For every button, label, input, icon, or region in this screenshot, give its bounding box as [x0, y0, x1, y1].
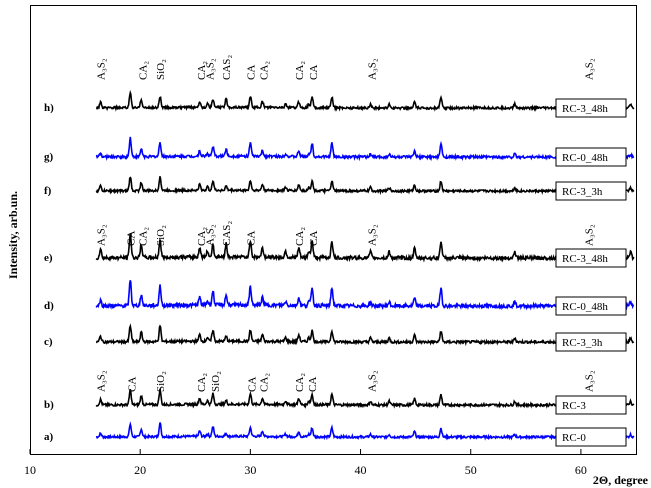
xrd-pattern-b	[95, 388, 635, 409]
x-tick-label: 40	[355, 463, 367, 477]
peak-label: A₃S₂	[205, 58, 217, 80]
peak-label: SiO₂	[210, 371, 222, 392]
plot-frame	[30, 5, 637, 455]
series-letter: f)	[44, 185, 52, 197]
series-letter: b)	[44, 399, 54, 411]
sample-name-box	[555, 248, 627, 268]
sample-name-box	[555, 296, 627, 316]
sample-name-box-layer: RC-0 RC-3 RC-3_3h RC-0_48h RC-3_48h RC-3_3h RC…	[555, 98, 627, 447]
series-letter: d)	[44, 300, 54, 312]
sample-name-label: RC-0_48h	[562, 301, 608, 313]
peak-label: CAS₂	[221, 221, 233, 246]
peak-label: SiO₂	[155, 371, 167, 392]
peak-label: A₃S₂	[96, 58, 108, 80]
sample-name-box	[555, 427, 627, 447]
x-tick-label: 60	[575, 463, 587, 477]
series-letter: h)	[44, 102, 54, 114]
x-axis-title: 2Θ, degree	[593, 473, 649, 487]
xrd-pattern-c	[95, 323, 635, 347]
peak-label: CAS₂	[221, 55, 233, 80]
sample-name-box	[555, 181, 627, 201]
peak-label: A₃S₂	[584, 58, 596, 80]
peak-label: CA₂	[294, 61, 306, 80]
xrd-pattern-g	[95, 136, 635, 162]
peak-label: CA₂	[259, 61, 271, 80]
peak-label: A₃S₂	[584, 370, 596, 392]
series-letter: g)	[44, 151, 54, 163]
peak-label: CA	[308, 65, 320, 80]
x-tick-label: 20	[134, 463, 146, 477]
sample-name-label: RC-0	[562, 432, 586, 444]
peak-label: CA₂	[137, 227, 149, 246]
y-axis-title: Intensity, arb.un.	[6, 191, 20, 279]
xrd-pattern-d	[95, 280, 635, 311]
peak-label: A₃S₂	[96, 370, 108, 392]
peak-label: A₃S₂	[205, 224, 217, 246]
sample-name-box	[555, 98, 627, 118]
peak-label: CA₂	[196, 61, 208, 80]
peak-label: A₃S₂	[584, 224, 596, 246]
peak-label: CA₂	[259, 373, 271, 392]
series-letter: e)	[44, 252, 53, 264]
peak-label: CA	[247, 377, 259, 392]
peak-label: CA	[245, 231, 257, 246]
peak-label: CA₂	[294, 373, 306, 392]
peak-label: A₃S₂	[367, 370, 379, 392]
x-tick-label: 10	[24, 463, 36, 477]
series-letter: a)	[44, 431, 54, 443]
sample-name-label: RC-3_48h	[562, 253, 608, 265]
sample-name-label: RC-3_48h	[562, 103, 608, 115]
x-axis-ticks: 10 20 30 40 50 60	[24, 449, 587, 477]
plot-area	[30, 5, 637, 455]
x-tick-label: 30	[244, 463, 256, 477]
sample-name-box	[555, 332, 627, 352]
sample-name-label: RC-3_3h	[562, 186, 603, 198]
sample-name-box	[555, 395, 627, 415]
peak-label: CA₂	[196, 227, 208, 246]
sample-name-label: RC-3	[562, 400, 586, 412]
series-layer	[95, 89, 635, 441]
xrd-pattern-e	[95, 233, 635, 263]
x-tick-label: 50	[465, 463, 477, 477]
peak-label: CA	[126, 377, 138, 392]
peak-label: SiO₂	[155, 225, 167, 246]
xrd-pattern-h	[95, 89, 635, 113]
peak-label: A₃S₂	[367, 224, 379, 246]
peak-label: CA	[245, 65, 257, 80]
sample-name-label: RC-3_3h	[562, 337, 603, 349]
xrd-pattern-f	[95, 176, 635, 196]
peak-label: CA	[125, 231, 137, 246]
series-letter-layer: a) b) c) d) e) f) g) h)	[44, 102, 54, 443]
sample-name-label: RC-0_48h	[562, 152, 608, 164]
peak-label: SiO₂	[155, 59, 167, 80]
series-letter: c)	[44, 336, 53, 348]
xrd-pattern-a	[95, 421, 635, 441]
peak-label: CA₂	[294, 227, 306, 246]
peak-label: CA₂	[196, 373, 208, 392]
peak-label: A₃S₂	[96, 224, 108, 246]
peak-label: A₃S₂	[367, 58, 379, 80]
peak-label: CA₂	[137, 61, 149, 80]
peak-label: CA	[307, 377, 319, 392]
sample-name-box	[555, 147, 627, 167]
peak-label: CA	[308, 231, 320, 246]
